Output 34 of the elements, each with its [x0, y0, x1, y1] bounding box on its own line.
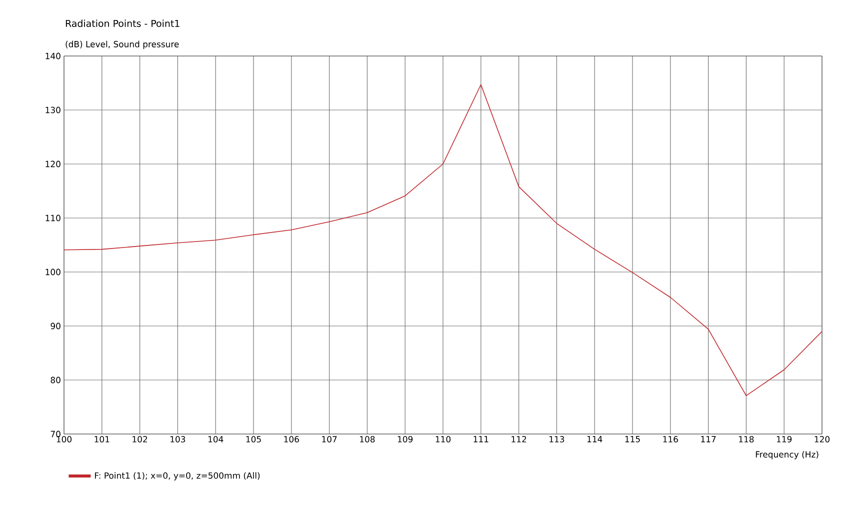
line-series	[64, 84, 822, 396]
x-axis-title: Frequency (Hz)	[756, 451, 818, 460]
x-tick-label: 119	[776, 436, 792, 442]
legend-label: F: Point1 (1); x=0, y=0, z=500mm (All)	[95, 472, 260, 480]
y-tick-label: 110	[46, 214, 60, 222]
y-tick-label: 70	[50, 430, 60, 438]
y-tick-label: 90	[50, 322, 60, 330]
x-tick-label: 117	[701, 436, 716, 442]
x-tick-label: 108	[360, 436, 375, 442]
x-tick-label: 114	[587, 436, 602, 442]
y-tick-label: 100	[46, 268, 60, 276]
x-tick-label: 105	[246, 436, 261, 442]
x-tick-label: 103	[170, 436, 186, 442]
x-tick-label: 102	[132, 436, 148, 442]
x-tick-label: 101	[94, 436, 110, 442]
x-tick-label: 107	[322, 436, 337, 442]
x-tick-label: 104	[208, 436, 224, 442]
y-tick-label: 80	[50, 376, 60, 384]
x-tick-label: 109	[398, 436, 413, 442]
y-tick-label: 130	[46, 106, 60, 114]
x-tick-label: 112	[512, 436, 526, 442]
chart-title: Radiation Points - Point1	[66, 20, 180, 28]
x-tick-label: 106	[284, 436, 299, 442]
x-tick-label: 118	[739, 436, 754, 442]
x-tick-label: 110	[436, 436, 451, 442]
x-tick-label: 113	[550, 436, 564, 442]
y-tick-label: 140	[46, 52, 60, 60]
y-axis-title: (dB) Level, Sound pressure	[66, 40, 179, 49]
x-tick-label: 116	[663, 436, 678, 442]
x-tick-label: 120	[814, 436, 830, 442]
x-tick-label: 100	[56, 436, 72, 442]
y-tick-label: 120	[46, 160, 60, 168]
x-tick-label: 111	[474, 436, 488, 442]
x-tick-label: 115	[625, 436, 640, 442]
